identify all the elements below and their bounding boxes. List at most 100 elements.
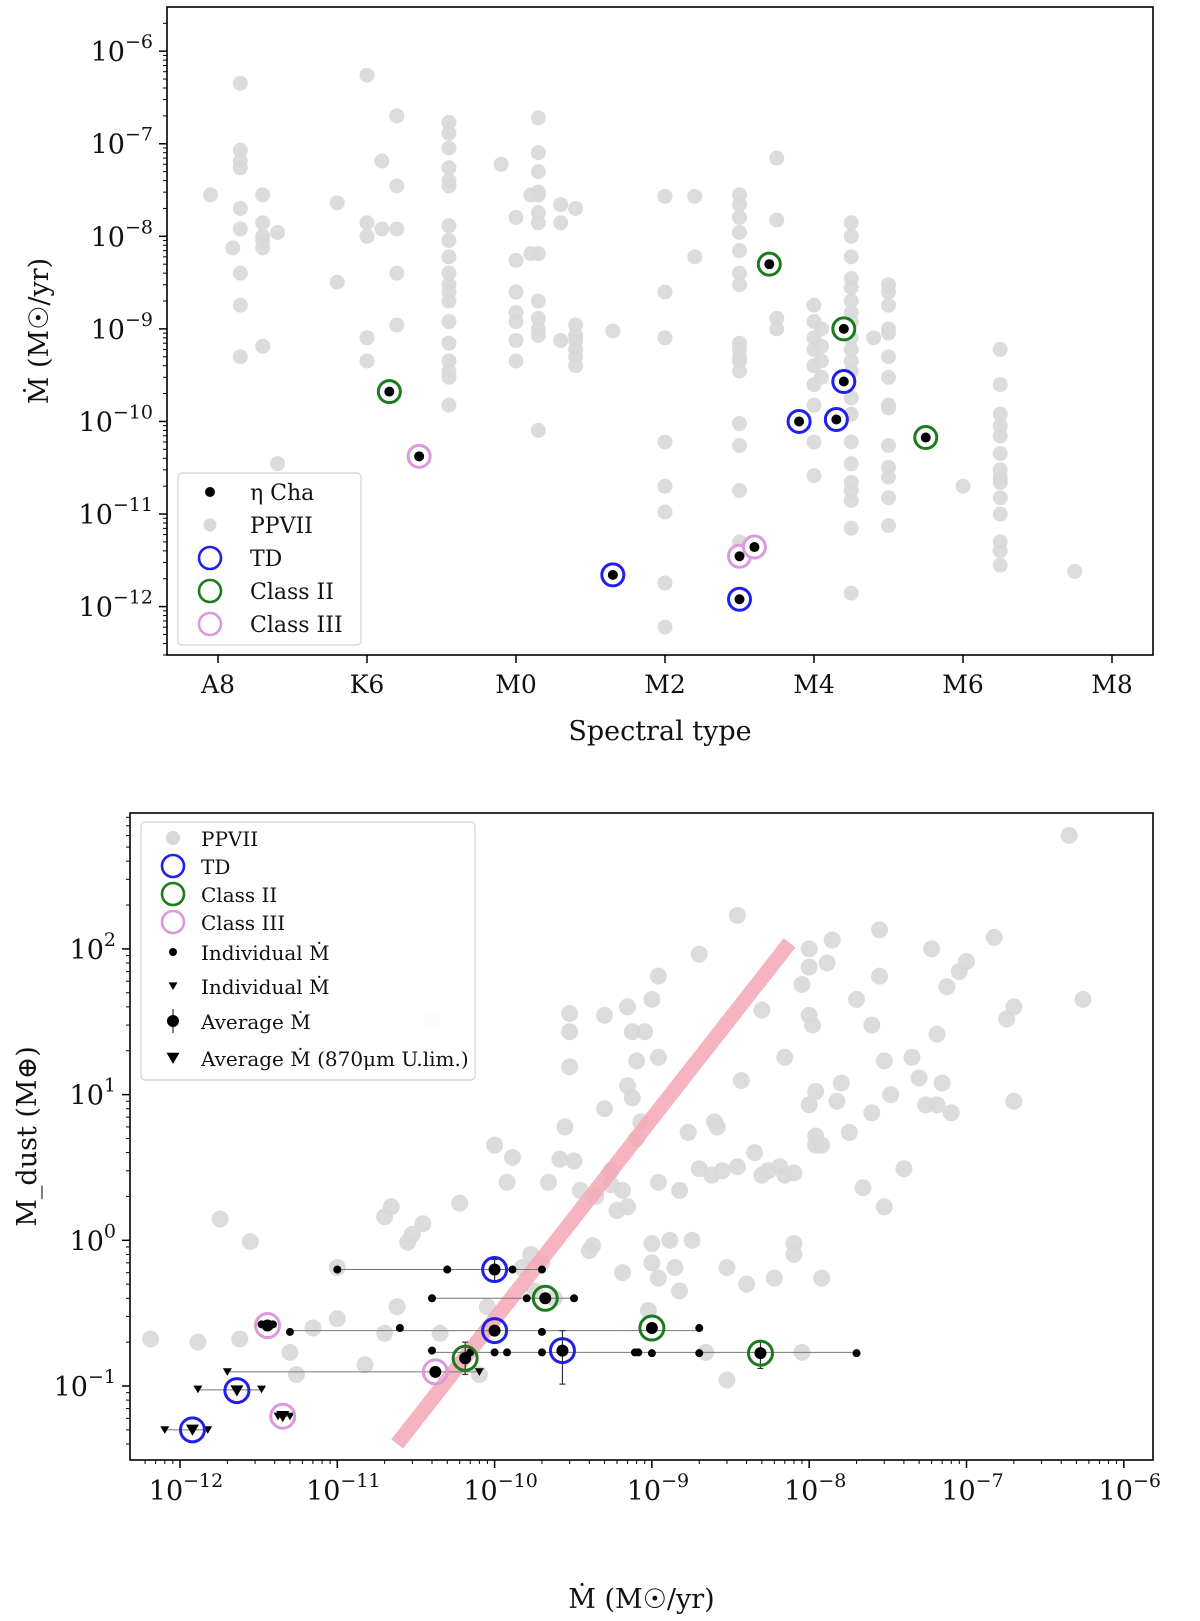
ppvii-point bbox=[329, 274, 345, 290]
ppvii-point bbox=[933, 1074, 951, 1092]
ppvii-point bbox=[753, 1001, 771, 1019]
legend-marker-average bbox=[167, 1015, 179, 1027]
ppvii-point bbox=[287, 1365, 305, 1383]
ppvii-point bbox=[1005, 1092, 1023, 1110]
x-tick-label: M0 bbox=[495, 670, 537, 699]
y-tick-label-base: 10 bbox=[54, 1372, 88, 1403]
ppvii-point bbox=[769, 150, 785, 166]
ppvii-point bbox=[992, 341, 1008, 357]
legend-marker-ring bbox=[197, 611, 223, 637]
ppvii-point bbox=[441, 314, 457, 330]
ppvii-point bbox=[813, 369, 829, 385]
ppvii-point bbox=[832, 1074, 850, 1092]
x-tick-label-base: 10 bbox=[1099, 1476, 1133, 1507]
y-tick-label-base: 10 bbox=[70, 1081, 104, 1112]
ppvii-point bbox=[732, 277, 747, 293]
average-mdot-upper-limit bbox=[185, 1424, 199, 1436]
y-tick-label-base: 10 bbox=[91, 315, 125, 346]
individual-mdot-point bbox=[647, 1349, 656, 1358]
ppvii-point bbox=[493, 156, 509, 172]
ppvii-point bbox=[785, 1245, 803, 1263]
ppvii-point bbox=[690, 945, 708, 963]
ppvii-point bbox=[389, 108, 405, 124]
eta-cha-point bbox=[794, 416, 805, 427]
ppvii-point bbox=[551, 1150, 569, 1168]
ppvii-point bbox=[225, 240, 241, 256]
ppvii-point bbox=[657, 330, 673, 346]
ppvii-point bbox=[619, 998, 637, 1016]
ppvii-point bbox=[992, 543, 1008, 559]
ppvii-point bbox=[389, 265, 405, 281]
individual-mdot-point bbox=[695, 1324, 704, 1333]
legend-label: Class II bbox=[201, 883, 277, 907]
ppvii-point bbox=[806, 468, 822, 484]
legend-label: TD bbox=[250, 547, 282, 572]
ppvii-point bbox=[992, 557, 1008, 573]
y-tick-label-exp: −7 bbox=[125, 124, 153, 146]
x-tick-label-base: 10 bbox=[463, 1476, 497, 1507]
ppvii-point bbox=[923, 940, 941, 958]
individual-mdot-point bbox=[695, 1349, 704, 1358]
ppvii-point bbox=[359, 353, 375, 369]
individual-mdot-point bbox=[852, 1349, 861, 1358]
y-tick-label-base: 10 bbox=[91, 130, 125, 161]
ppvii-point bbox=[389, 221, 405, 237]
legend-label: Class III bbox=[250, 613, 343, 638]
ppvii-point bbox=[843, 520, 859, 536]
legend-label: PPVII bbox=[250, 514, 313, 539]
ppvii-point bbox=[843, 585, 859, 601]
ppvii-point bbox=[329, 195, 345, 211]
ppvii-point bbox=[985, 928, 1003, 946]
ppvii-point bbox=[881, 469, 896, 485]
ppvii-point bbox=[441, 335, 457, 351]
y-tick-label-exp: −12 bbox=[113, 587, 153, 609]
legend-marker-ring bbox=[197, 545, 223, 571]
ppvii-point bbox=[486, 1136, 504, 1154]
ppvii-point bbox=[649, 1269, 667, 1287]
ppvii-point bbox=[992, 474, 1008, 490]
average-mdot-point bbox=[645, 1322, 658, 1335]
individual-mdot-upper-limit bbox=[160, 1426, 170, 1434]
ppvii-point bbox=[374, 153, 390, 169]
ppvii-point bbox=[649, 1048, 667, 1066]
ppvii-point bbox=[728, 1158, 746, 1176]
ppvii-point bbox=[255, 187, 271, 203]
ppvii-point bbox=[871, 967, 889, 985]
x-tick-label-base: 10 bbox=[784, 1476, 818, 1507]
ppvii-point bbox=[441, 140, 457, 156]
legend-label: Average Ṁ bbox=[200, 1010, 311, 1034]
x-tick-label-base: 10 bbox=[306, 1476, 340, 1507]
x-tick-label-exp: −11 bbox=[340, 1470, 380, 1492]
ppvii-point bbox=[863, 1016, 881, 1034]
legend-box bbox=[177, 472, 362, 646]
ppvii-point bbox=[687, 188, 703, 204]
ppvii-point bbox=[657, 575, 673, 591]
ppvii-point bbox=[843, 215, 859, 231]
class-ring bbox=[223, 1377, 251, 1405]
ppvii-point bbox=[232, 75, 248, 91]
ppvii-point bbox=[875, 1198, 893, 1216]
ppvii-point bbox=[643, 990, 661, 1008]
class-ring bbox=[481, 1256, 509, 1284]
ppvii-point bbox=[769, 310, 785, 326]
individual-mdot-upper-limit bbox=[222, 1368, 232, 1376]
ppvii-point bbox=[769, 321, 785, 337]
ppvii-point bbox=[992, 377, 1008, 393]
ppvii-point bbox=[813, 353, 829, 369]
y-tick-label-base: 10 bbox=[79, 407, 113, 438]
ppvii-point bbox=[530, 246, 546, 262]
ppvii-point bbox=[504, 1149, 522, 1167]
legend-marker-ring bbox=[160, 909, 186, 935]
ppvii-point bbox=[843, 492, 859, 508]
ppvii-point bbox=[530, 187, 546, 203]
legend-label: Average Ṁ (870μm U.lim.) bbox=[200, 1047, 469, 1071]
ppvii-point bbox=[843, 341, 859, 357]
ppvii-point bbox=[800, 940, 818, 958]
x-tick-label: 10−11 bbox=[306, 1470, 380, 1507]
y-tick-label: 101 bbox=[70, 1075, 116, 1112]
x-tick-label: 10−9 bbox=[627, 1470, 689, 1507]
ppvii-point bbox=[232, 160, 248, 176]
ppvii-point bbox=[441, 249, 457, 265]
class-ring bbox=[531, 1284, 559, 1312]
ppvii-point bbox=[657, 284, 673, 300]
